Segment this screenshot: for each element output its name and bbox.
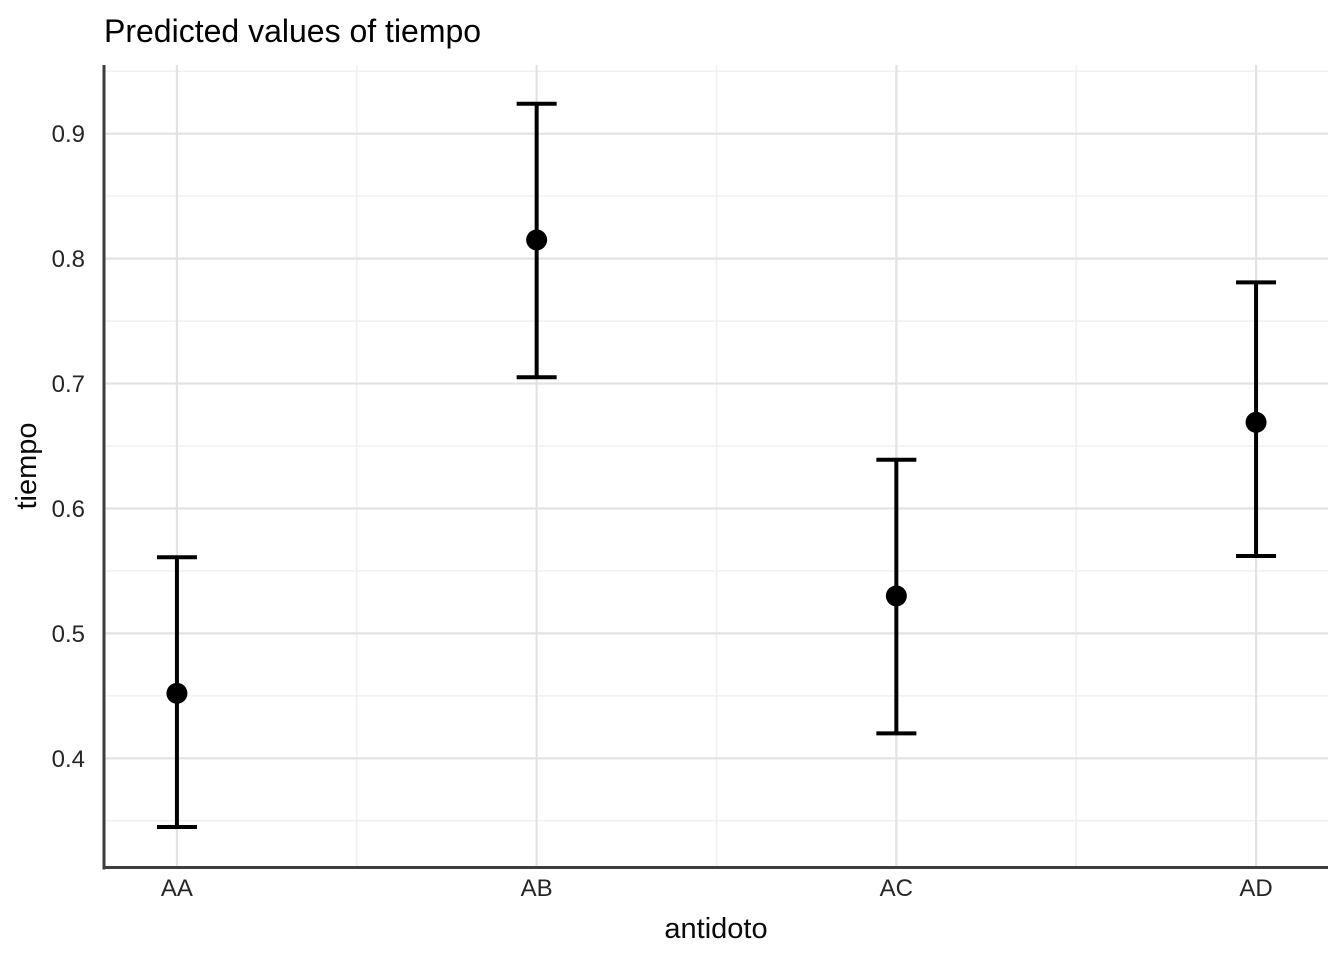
chart-title: Predicted values of tiempo xyxy=(104,13,481,49)
x-tick-label: AB xyxy=(521,875,553,902)
data-layer xyxy=(156,101,1277,830)
x-tick-label: AD xyxy=(1239,875,1272,902)
y-tick-label: 0.9 xyxy=(52,121,85,148)
tick-labels-layer: 0.4 0.5 0.6 0.7 0.8 0.9 AA AB AC AD xyxy=(52,121,1273,902)
y-tick-label: 0.4 xyxy=(52,746,85,773)
y-tick-label: 0.5 xyxy=(52,621,85,648)
point-estimate xyxy=(526,229,548,251)
x-axis-line xyxy=(102,866,1328,869)
y-axis-title: tiempo xyxy=(11,422,43,509)
y-axis-line xyxy=(102,65,106,870)
y-tick-label: 0.8 xyxy=(52,246,85,273)
point-estimate xyxy=(1245,411,1267,433)
axis-layer xyxy=(102,65,1328,870)
y-tick-label: 0.6 xyxy=(52,496,85,523)
errorbar-group-aa xyxy=(156,555,197,830)
point-estimate xyxy=(885,585,907,607)
errorbar-group-ac xyxy=(876,457,917,736)
gridlines-layer xyxy=(105,65,1328,867)
errorbar-group-ad xyxy=(1236,280,1277,558)
x-tick-label: AA xyxy=(161,875,193,902)
x-tick-label: AC xyxy=(880,875,913,902)
x-axis-title: antidoto xyxy=(664,913,767,945)
point-estimate xyxy=(166,682,188,704)
errorbar-group-ab xyxy=(516,101,557,380)
y-tick-label: 0.7 xyxy=(52,371,85,398)
